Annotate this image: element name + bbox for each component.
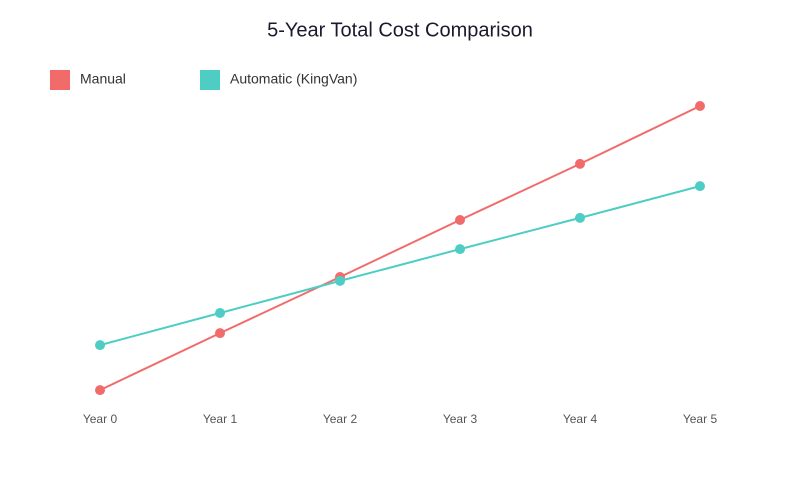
x-tick-label: Year 0 <box>83 412 118 426</box>
data-point <box>215 308 225 318</box>
x-tick-label: Year 1 <box>203 412 238 426</box>
chart-title: 5-Year Total Cost Comparison <box>267 19 533 41</box>
legend-label: Manual <box>80 71 126 87</box>
data-point <box>455 215 465 225</box>
data-point <box>335 275 345 286</box>
legend-swatch <box>50 70 70 90</box>
x-tick-label: Year 3 <box>443 412 478 426</box>
data-point <box>95 385 105 396</box>
series-line <box>99 105 701 392</box>
x-tick-label: Year 2 <box>323 412 358 426</box>
x-tick-label: Year 4 <box>563 412 598 426</box>
data-point <box>215 328 225 339</box>
legend-label: Automatic (KingVan) <box>230 71 357 87</box>
data-point <box>575 212 585 223</box>
legend-swatch <box>200 70 220 90</box>
series-line <box>99 185 701 347</box>
data-point <box>695 181 705 192</box>
data-point <box>575 158 585 169</box>
data-point <box>455 244 465 255</box>
data-point <box>695 101 705 111</box>
x-tick-label: Year 5 <box>683 412 718 426</box>
data-point <box>95 340 105 351</box>
